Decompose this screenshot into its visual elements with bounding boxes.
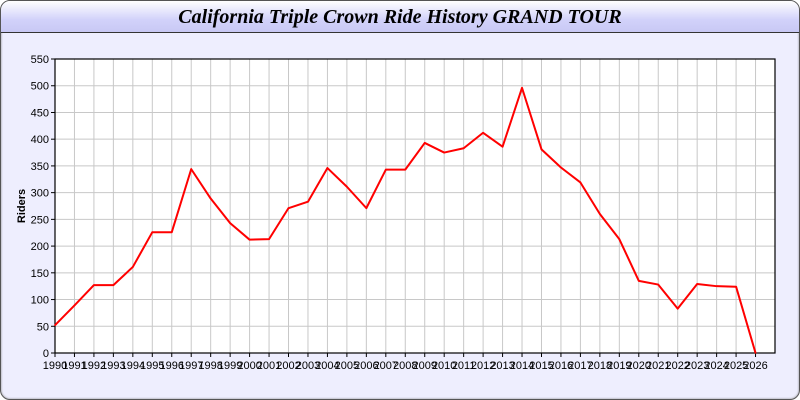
data-point — [268, 238, 270, 240]
x-tick-label: 2024 — [704, 360, 728, 372]
x-tick-label: 2000 — [237, 360, 261, 372]
x-tick-label: 2025 — [724, 360, 748, 372]
x-tick-label: 2020 — [627, 360, 651, 372]
x-tick-label: 2015 — [529, 360, 553, 372]
x-tick-label: 2021 — [646, 360, 670, 372]
data-point — [170, 231, 173, 233]
x-tick-label: 2002 — [276, 360, 300, 372]
x-tick-label: 1999 — [218, 360, 242, 372]
x-tick-label: 2011 — [452, 360, 476, 372]
y-tick-label: 450 — [31, 107, 49, 119]
data-point — [287, 207, 290, 209]
x-tick-label: 2008 — [393, 360, 417, 372]
x-tick-label: 2019 — [607, 360, 631, 372]
y-tick-label: 300 — [31, 188, 49, 200]
data-point — [404, 168, 407, 171]
data-point — [657, 283, 660, 286]
data-point — [462, 147, 465, 150]
data-point — [346, 185, 348, 188]
data-point — [560, 166, 562, 169]
x-tick-label: 2013 — [490, 360, 514, 372]
data-point — [190, 168, 193, 170]
plot-border — [54, 58, 776, 354]
data-point — [443, 151, 445, 154]
data-point — [73, 304, 76, 307]
chart-title: California Triple Crown Ride History GRA… — [178, 6, 622, 28]
x-tick-label: 2004 — [315, 360, 339, 372]
x-tick-label: 2026 — [743, 360, 767, 372]
x-tick-label: 2010 — [432, 360, 456, 372]
y-tick-label: 100 — [31, 295, 49, 307]
data-point — [579, 181, 582, 184]
y-tick-label: 250 — [31, 214, 49, 226]
x-tick-label: 1997 — [179, 360, 203, 372]
data-point — [696, 283, 698, 285]
x-tick-label: 2001 — [257, 360, 281, 372]
title-bar: California Triple Crown Ride History GRA… — [1, 1, 799, 33]
data-point — [540, 148, 543, 151]
x-tick-label: 1990 — [43, 360, 67, 372]
data-point — [423, 142, 426, 144]
x-tick-label: 2023 — [685, 360, 709, 372]
data-point — [307, 200, 309, 203]
data-point — [618, 238, 621, 240]
x-tick-label: 2022 — [665, 360, 689, 372]
data-point — [132, 266, 134, 268]
x-tick-label: 2012 — [471, 360, 495, 372]
y-tick-label: 0 — [43, 348, 49, 360]
y-tick-label: 150 — [31, 268, 49, 280]
data-point — [385, 168, 387, 171]
y-axis-label: Riders — [16, 189, 28, 223]
data-point — [754, 352, 757, 354]
x-tick-label: 1992 — [82, 360, 106, 372]
data-point — [637, 280, 640, 282]
x-tick-label: 2018 — [588, 360, 612, 372]
data-point — [93, 284, 95, 286]
data-point — [735, 285, 737, 288]
data-point — [326, 167, 329, 169]
x-tick-label: 1995 — [140, 360, 164, 372]
x-tick-label: 1998 — [198, 360, 222, 372]
y-tick-label: 500 — [31, 81, 49, 93]
x-tick-label: 2003 — [296, 360, 320, 372]
data-point — [248, 238, 251, 241]
y-tick-label: 50 — [37, 321, 49, 333]
x-tick-label: 1991 — [62, 360, 86, 372]
x-tick-label: 2007 — [374, 360, 398, 372]
x-tick-label: 2014 — [510, 360, 534, 372]
y-tick-label: 550 — [31, 54, 49, 66]
data-point — [521, 87, 523, 89]
x-tick-label: 1994 — [121, 360, 145, 372]
data-point — [151, 231, 154, 233]
x-tick-label: 2005 — [335, 360, 359, 372]
data-point — [365, 207, 368, 209]
data-point — [599, 213, 601, 215]
data-point — [482, 131, 484, 134]
data-point — [54, 324, 56, 327]
x-tick-label: 2009 — [412, 360, 436, 372]
y-tick-label: 200 — [31, 241, 49, 253]
x-tick-label: 2006 — [354, 360, 378, 372]
data-point — [112, 284, 115, 286]
plot-area — [55, 59, 775, 353]
data-point — [209, 197, 212, 200]
x-tick-label: 1993 — [101, 360, 125, 372]
data-point — [715, 285, 718, 287]
x-tick-label: 2017 — [568, 360, 592, 372]
data-point — [229, 222, 231, 224]
x-tick-label: 2016 — [549, 360, 573, 372]
data-point — [501, 145, 504, 148]
y-tick-label: 350 — [31, 161, 49, 173]
data-point — [676, 307, 679, 310]
x-tick-label: 1996 — [160, 360, 184, 372]
y-tick-label: 400 — [31, 134, 49, 146]
